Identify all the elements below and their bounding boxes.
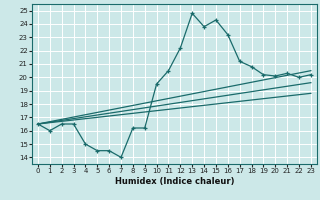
X-axis label: Humidex (Indice chaleur): Humidex (Indice chaleur) [115, 177, 234, 186]
